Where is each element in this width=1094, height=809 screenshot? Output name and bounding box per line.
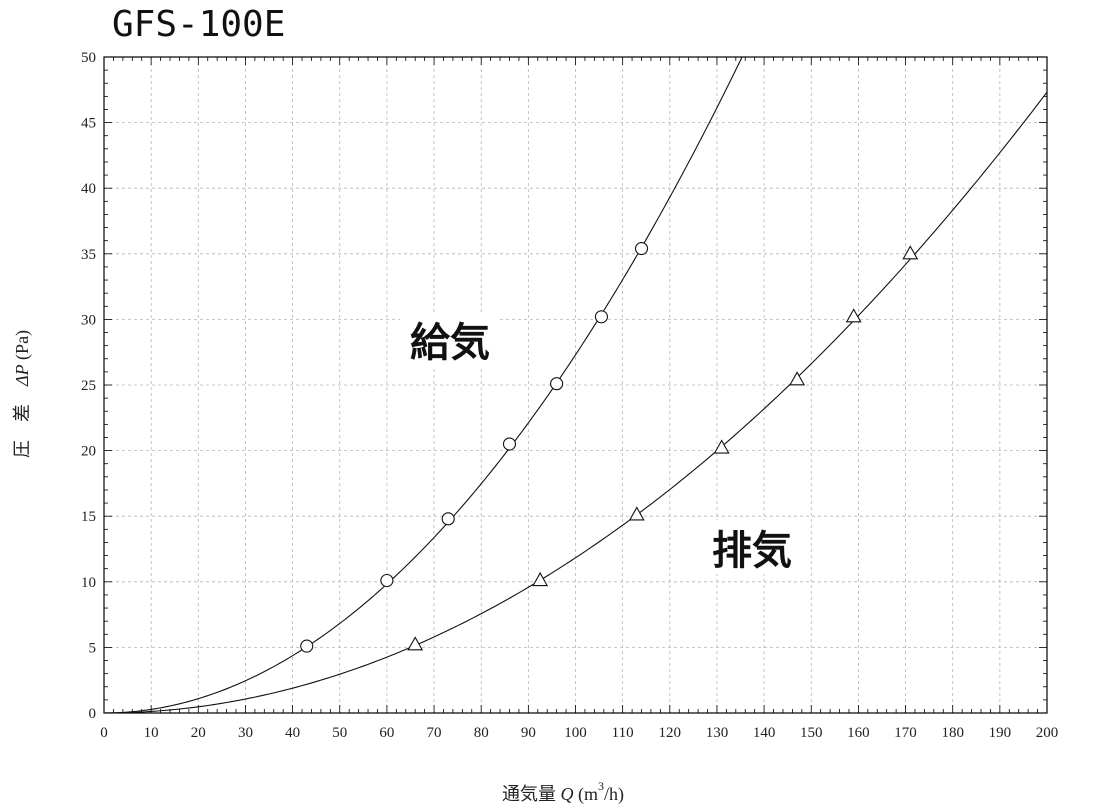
y-tick-label: 35 xyxy=(81,247,96,263)
x-tick-label: 170 xyxy=(894,725,917,741)
y-tick-label: 0 xyxy=(89,706,97,722)
data-point-triangle xyxy=(789,371,806,386)
y-tick-label: 40 xyxy=(81,181,96,197)
data-point-triangle xyxy=(845,308,862,323)
data-point-triangle xyxy=(902,245,919,260)
x-tick-label: 110 xyxy=(612,725,634,741)
x-tick-label: 90 xyxy=(521,725,536,741)
x-axis-label-superscript: 3 xyxy=(598,779,604,793)
x-axis-label-prefix: 通気量 xyxy=(502,784,561,804)
y-axis-label-unit: (Pa) xyxy=(12,330,33,365)
data-point-circle xyxy=(502,437,517,451)
x-tick-label: 30 xyxy=(238,725,253,741)
x-tick-label: 60 xyxy=(379,725,394,741)
y-tick-label: 30 xyxy=(81,312,96,328)
data-point-triangle xyxy=(407,636,424,651)
x-tick-label: 180 xyxy=(941,725,964,741)
fit-curves xyxy=(103,56,1048,714)
data-point-circle xyxy=(594,310,608,324)
data-point-triangle xyxy=(713,439,730,454)
y-axis-label: 圧 差 ΔP (Pa) xyxy=(12,330,33,458)
y-tick-label: 45 xyxy=(81,116,96,132)
plot-frame xyxy=(103,56,1048,714)
y-tick-label: 20 xyxy=(81,444,96,460)
chart-title: GFS-100E xyxy=(112,4,285,45)
y-tick-label: 50 xyxy=(81,50,96,66)
data-markers xyxy=(300,242,919,653)
fit-curve-0 xyxy=(103,56,743,714)
data-point-circle xyxy=(380,573,394,588)
x-tick-label: 100 xyxy=(564,725,587,741)
x-tick-label: 200 xyxy=(1036,725,1059,741)
x-axis-label: 通気量 Q (m3/h) xyxy=(502,779,624,805)
data-point-circle xyxy=(550,377,564,391)
data-point-triangle xyxy=(532,571,549,587)
x-tick-label: 0 xyxy=(100,725,108,741)
x-tick-label: 140 xyxy=(753,725,776,741)
x-tick-label: 190 xyxy=(989,725,1012,741)
series-label-bg-supply xyxy=(400,312,500,366)
grid xyxy=(104,57,1047,713)
x-axis-label-symbol: Q xyxy=(561,784,574,804)
x-tick-label: 120 xyxy=(659,725,682,741)
x-tick-label: 20 xyxy=(191,725,206,741)
series-label-exhaust: 排気 xyxy=(712,528,792,574)
series-label-supply: 給気 xyxy=(410,320,490,366)
fit-curve-1 xyxy=(103,91,1048,714)
y-tick-label: 25 xyxy=(81,378,96,394)
y-tick-label: 10 xyxy=(81,575,96,591)
data-point-circle xyxy=(634,242,649,256)
x-tick-label: 150 xyxy=(800,725,823,741)
x-tick-label: 70 xyxy=(427,725,442,741)
series-label-bg-exhaust xyxy=(700,520,810,574)
y-tick-label: 15 xyxy=(81,509,96,525)
data-point-circle xyxy=(300,639,314,653)
data-point-circle xyxy=(441,512,455,526)
y-tick-label: 5 xyxy=(89,640,97,656)
x-tick-label: 130 xyxy=(706,725,729,741)
axis-ticks: 0 10 20 30 40 50 60 70 80 90 100 110 120 130 140 150 160… xyxy=(81,50,1058,741)
x-tick-label: 40 xyxy=(285,725,300,741)
x-tick-label: 50 xyxy=(332,725,347,741)
y-axis-label-prefix: 圧 差 xyxy=(12,386,32,458)
x-tick-label: 80 xyxy=(474,725,489,741)
y-axis-label-symbol: ΔP xyxy=(12,364,32,387)
x-tick-label: 160 xyxy=(847,725,870,741)
x-tick-label: 10 xyxy=(144,725,159,741)
x-axis-label-unit-open: (m xyxy=(574,784,599,805)
x-axis-label-unit-close: /h) xyxy=(604,784,624,805)
data-point-triangle xyxy=(628,506,645,521)
series-labels: 給気 排気 xyxy=(400,312,810,574)
